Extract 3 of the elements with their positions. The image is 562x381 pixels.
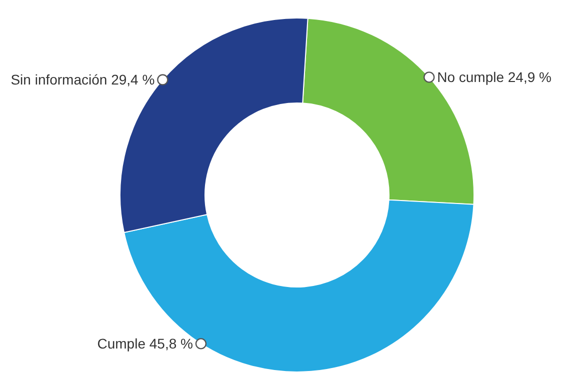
- slice-label: Cumple 45,8 %: [97, 336, 193, 352]
- slice-label: No cumple 24,9 %: [437, 69, 552, 86]
- slice-label: Sin información 29,4 %: [10, 72, 155, 88]
